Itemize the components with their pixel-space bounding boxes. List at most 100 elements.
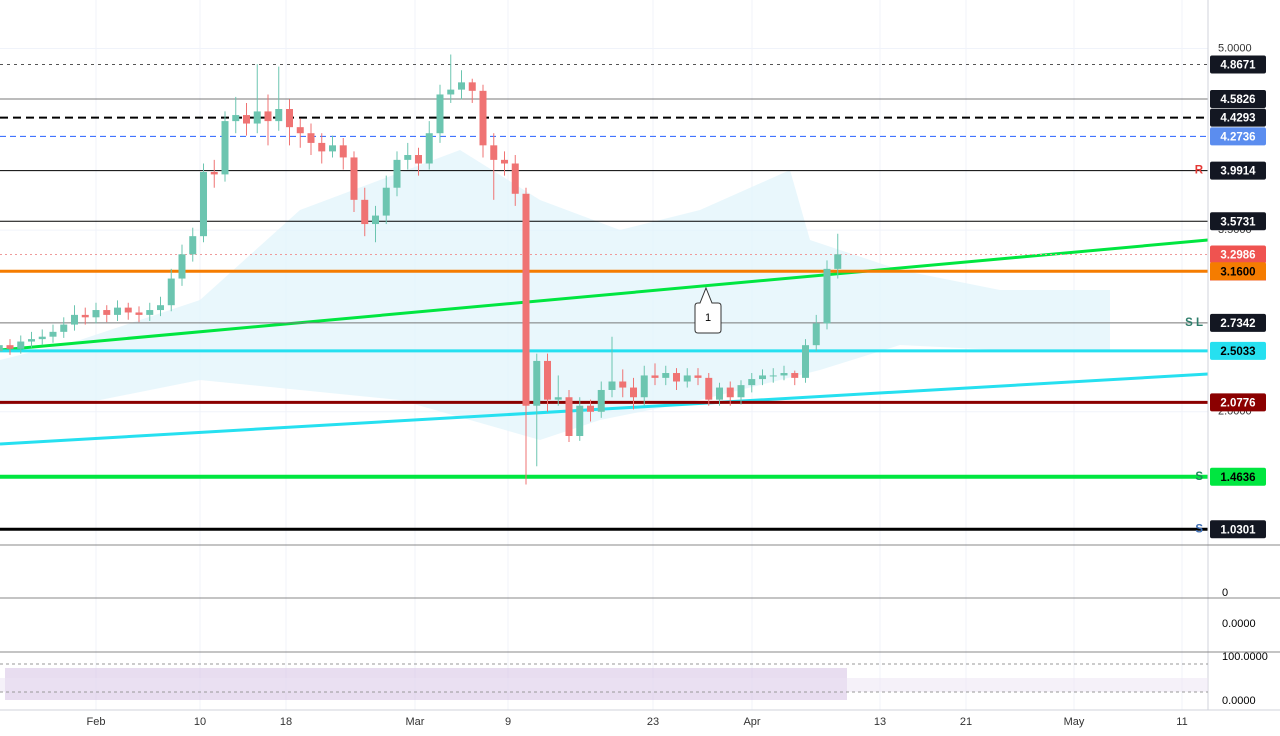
candle-body [329, 145, 336, 152]
candle-body [705, 377, 713, 400]
candle-body [17, 341, 25, 349]
price-label-bg [1210, 393, 1266, 412]
candle-body [339, 145, 347, 158]
x-tick-label: 9 [505, 716, 511, 728]
candle-body [565, 397, 573, 436]
candle-body [243, 115, 250, 124]
cloud [0, 150, 1110, 440]
candle-body [361, 199, 369, 225]
candle-body [630, 387, 637, 398]
price-label: 3.2986 [1220, 250, 1255, 262]
candle-body [200, 171, 207, 237]
candle-body [640, 375, 648, 398]
y-tick-label: 5.0000 [1218, 42, 1252, 54]
price-label-bg [1210, 89, 1266, 108]
price-label-bg [1210, 55, 1266, 74]
level-marker: R [1195, 165, 1204, 177]
candle-body [780, 373, 788, 376]
callout-label: 1 [705, 312, 711, 324]
candle-body [382, 187, 390, 216]
candle-body [522, 193, 530, 406]
candle-body [554, 397, 562, 400]
candle-body [232, 115, 240, 122]
candle-body [490, 145, 498, 160]
candle-body [619, 381, 627, 388]
price-label: 2.5033 [1220, 346, 1255, 358]
candle-body [608, 381, 616, 390]
price-label-bg [1210, 245, 1266, 264]
candle-body [264, 111, 272, 122]
candle-body [501, 159, 508, 164]
price-label: 3.1600 [1220, 266, 1255, 278]
candle-body [393, 159, 401, 188]
candle-body [167, 278, 175, 306]
levels [0, 64, 1208, 531]
x-tick-label: Mar [406, 716, 425, 728]
x-tick-label: May [1064, 716, 1085, 728]
x-tick-label: 11 [1176, 716, 1187, 728]
candle-body [135, 312, 143, 315]
candle-body [447, 89, 455, 95]
candle-body [318, 142, 326, 152]
candle-body [103, 310, 111, 315]
candle-body [404, 155, 412, 160]
x-tick-label: 23 [647, 716, 659, 728]
panel-axis-label: 0 [1222, 587, 1228, 599]
candle-body [479, 90, 487, 146]
candle-body [210, 171, 218, 175]
stoch-range [0, 678, 1208, 692]
candle-body [823, 268, 831, 324]
candle-body [189, 236, 197, 255]
price-label-bg [1210, 161, 1266, 180]
price-label: 3.5731 [1220, 216, 1256, 228]
price-label: 1.0301 [1220, 524, 1256, 536]
candle-body [92, 310, 100, 318]
price-label-bg [1210, 313, 1266, 332]
price-label-bg [1210, 212, 1266, 231]
candle-body [511, 163, 519, 194]
candle-body [146, 310, 154, 315]
panel-axis-label: 0.0000 [1222, 695, 1256, 707]
candle-body [49, 331, 57, 337]
x-tick-label: 21 [960, 716, 972, 728]
candle-body [759, 375, 766, 380]
candle-body [296, 127, 304, 134]
candle-body [791, 373, 799, 378]
candle-body [576, 405, 584, 436]
candle-body [694, 375, 702, 378]
candle-body [587, 405, 594, 412]
price-label: 1.4636 [1220, 472, 1255, 484]
candle-body [114, 307, 121, 315]
price-label: 4.2736 [1220, 131, 1255, 143]
panel-axis-label: 100.0000 [1222, 651, 1268, 663]
candle-body [726, 387, 734, 398]
candle-body [372, 215, 379, 225]
price-label-bg [1210, 127, 1266, 146]
candle-body [307, 133, 315, 143]
candle-body [662, 373, 670, 378]
x-tick-label: Feb [87, 716, 106, 728]
level-marker: S [1195, 523, 1203, 535]
panel-axis-label: 0.0000 [1222, 618, 1256, 630]
candle-body [769, 375, 777, 377]
price-label: 2.0776 [1220, 397, 1255, 409]
candle-body [286, 109, 293, 128]
price-label: 4.8671 [1220, 60, 1256, 72]
candle-body [834, 254, 842, 269]
candle-body [716, 387, 723, 400]
x-tick-label: 18 [280, 716, 292, 728]
level-marker: S L [1185, 317, 1203, 329]
callout: 1 [694, 286, 722, 334]
candle-body [812, 323, 820, 346]
x-tick-label: 13 [874, 716, 886, 728]
candle-body [253, 111, 261, 124]
candle-body [124, 307, 132, 313]
candle-body [6, 345, 14, 349]
price-label: 2.7342 [1220, 318, 1255, 330]
price-label: 4.5826 [1220, 94, 1255, 106]
trendline-green [0, 238, 1209, 352]
candle-body [683, 375, 691, 382]
price-label-bg [1210, 520, 1266, 539]
candle-body [544, 360, 551, 400]
